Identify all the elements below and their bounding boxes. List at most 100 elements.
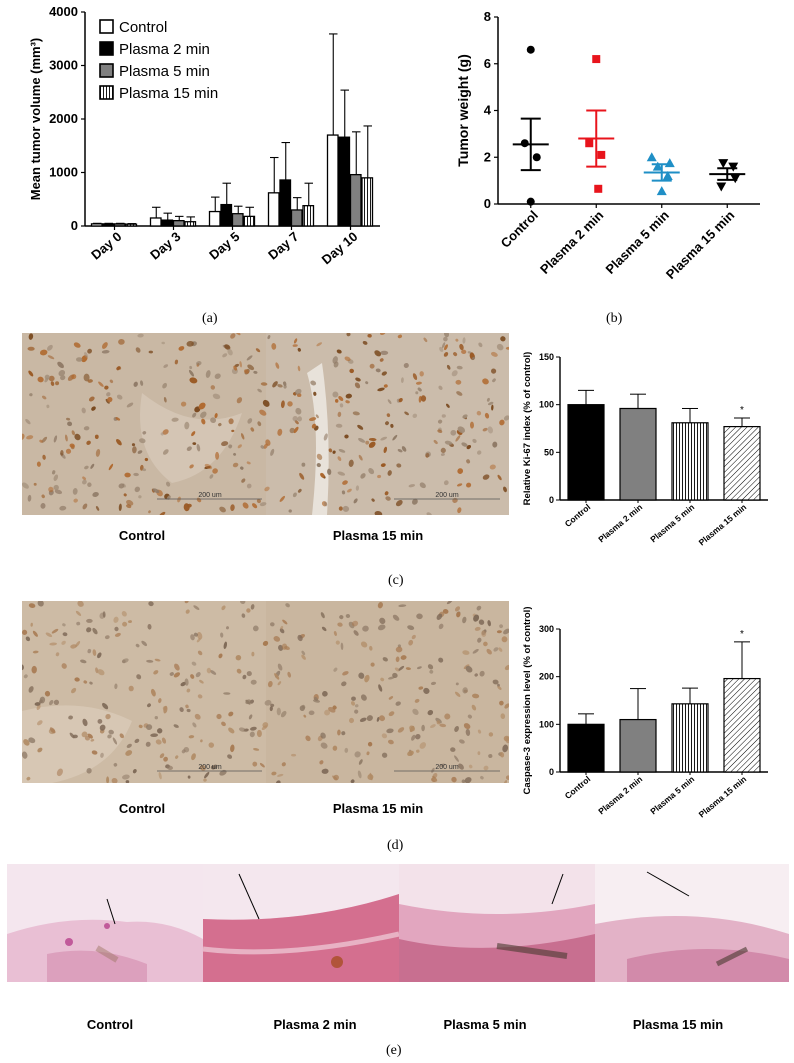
cell-nucleus — [198, 402, 206, 410]
cell-nucleus — [221, 605, 226, 611]
cell-nucleus — [178, 346, 185, 351]
cell-nucleus — [32, 650, 39, 654]
scale-bar-label: 200 um — [435, 492, 459, 499]
cell-nucleus — [503, 486, 507, 493]
cell-nucleus — [324, 709, 331, 716]
cell-nucleus — [99, 724, 106, 731]
cell-nucleus — [147, 703, 151, 708]
cell-nucleus — [102, 611, 106, 618]
cell-nucleus — [462, 337, 466, 344]
cell-nucleus — [354, 709, 359, 714]
cell-nucleus — [401, 446, 407, 452]
cell-nucleus — [337, 471, 346, 476]
cell-nucleus — [366, 715, 373, 722]
cell-nucleus — [474, 673, 478, 677]
cell-nucleus — [156, 728, 163, 734]
cell-nucleus — [161, 737, 167, 744]
cell-nucleus — [75, 641, 81, 647]
y-axis-title: Tumor weight (g) — [455, 54, 471, 167]
y-tick-label: 0 — [484, 196, 491, 211]
cell-nucleus — [398, 665, 405, 671]
cell-nucleus — [132, 769, 137, 774]
cell-nucleus — [395, 656, 400, 663]
cell-nucleus — [333, 774, 339, 781]
cell-nucleus — [46, 344, 53, 351]
cell-nucleus — [446, 403, 450, 408]
cell-nucleus — [346, 333, 351, 337]
x-tick-label: Plasma 15 min — [697, 502, 749, 548]
cell-nucleus — [341, 490, 346, 495]
cell-nucleus — [305, 735, 311, 742]
cell-nucleus — [497, 686, 502, 690]
cell-nucleus — [134, 486, 141, 493]
cell-nucleus — [500, 336, 506, 342]
cell-nucleus — [344, 356, 351, 362]
cell-nucleus — [466, 459, 471, 464]
micrograph-caption-plasma-15: Plasma 15 min — [332, 528, 424, 543]
cell-nucleus — [438, 623, 444, 630]
cell-nucleus — [489, 464, 496, 470]
bar-plasma-2-min-day-0 — [102, 223, 115, 227]
cell-nucleus — [467, 351, 472, 354]
cell-nucleus — [371, 498, 375, 502]
cell-nucleus — [210, 417, 217, 424]
cell-nucleus — [459, 739, 465, 744]
cell-nucleus — [324, 501, 328, 507]
cell-nucleus — [235, 654, 242, 661]
cell-nucleus — [48, 486, 54, 493]
cell-nucleus — [282, 619, 288, 625]
cell-nucleus — [381, 752, 388, 758]
cell-nucleus — [257, 421, 262, 427]
cell-nucleus — [362, 625, 369, 632]
cell-nucleus — [243, 369, 250, 374]
cell-nucleus — [48, 375, 55, 382]
cell-nucleus — [400, 377, 404, 383]
cell-nucleus — [90, 739, 95, 742]
cell-nucleus — [502, 744, 509, 753]
cell-nucleus — [327, 468, 332, 475]
cell-nucleus — [454, 606, 461, 612]
y-tick-label: 2 — [484, 149, 491, 164]
cell-nucleus — [227, 348, 233, 356]
cell-nucleus — [40, 503, 46, 509]
cell-nucleus — [382, 657, 388, 662]
cell-nucleus — [118, 483, 125, 489]
cell-nucleus — [337, 622, 343, 627]
bar-plasma-15-min — [723, 425, 761, 501]
cell-nucleus — [204, 771, 210, 779]
cell-nucleus — [441, 342, 446, 349]
cell-nucleus — [378, 715, 386, 722]
cell-nucleus — [407, 750, 414, 757]
cell-nucleus — [444, 713, 451, 720]
cell-nucleus — [227, 754, 233, 759]
cell-nucleus — [128, 685, 134, 692]
cell-nucleus — [430, 681, 437, 686]
cell-nucleus — [83, 426, 90, 431]
point-control — [526, 45, 535, 54]
bar-control — [567, 723, 605, 773]
cell-nucleus — [125, 750, 133, 756]
x-tick-label: Day 0 — [88, 229, 124, 263]
cell-nucleus — [299, 472, 305, 480]
bar-plasma-5-min-day-3 — [172, 219, 185, 227]
cell-nucleus — [383, 384, 388, 388]
cell-nucleus — [315, 414, 319, 419]
cell-nucleus — [197, 650, 203, 656]
cell-nucleus — [456, 365, 463, 370]
cell-nucleus — [342, 480, 348, 485]
y-tick-label: 100 — [539, 400, 554, 410]
cell-nucleus — [86, 618, 93, 623]
cell-nucleus — [455, 435, 461, 442]
cell-nucleus — [451, 776, 457, 783]
cell-nucleus — [497, 683, 500, 687]
cell-nucleus — [501, 636, 508, 643]
cell-nucleus — [152, 488, 160, 494]
cell-nucleus — [148, 601, 154, 607]
cell-nucleus — [250, 604, 255, 610]
panel-label-b: (b) — [606, 311, 623, 326]
bar-plasma-15-min-day-10 — [361, 177, 374, 227]
cell-nucleus — [82, 718, 88, 727]
cell-nucleus — [206, 667, 212, 674]
cell-nucleus — [269, 706, 273, 712]
cell-nucleus — [41, 395, 47, 400]
